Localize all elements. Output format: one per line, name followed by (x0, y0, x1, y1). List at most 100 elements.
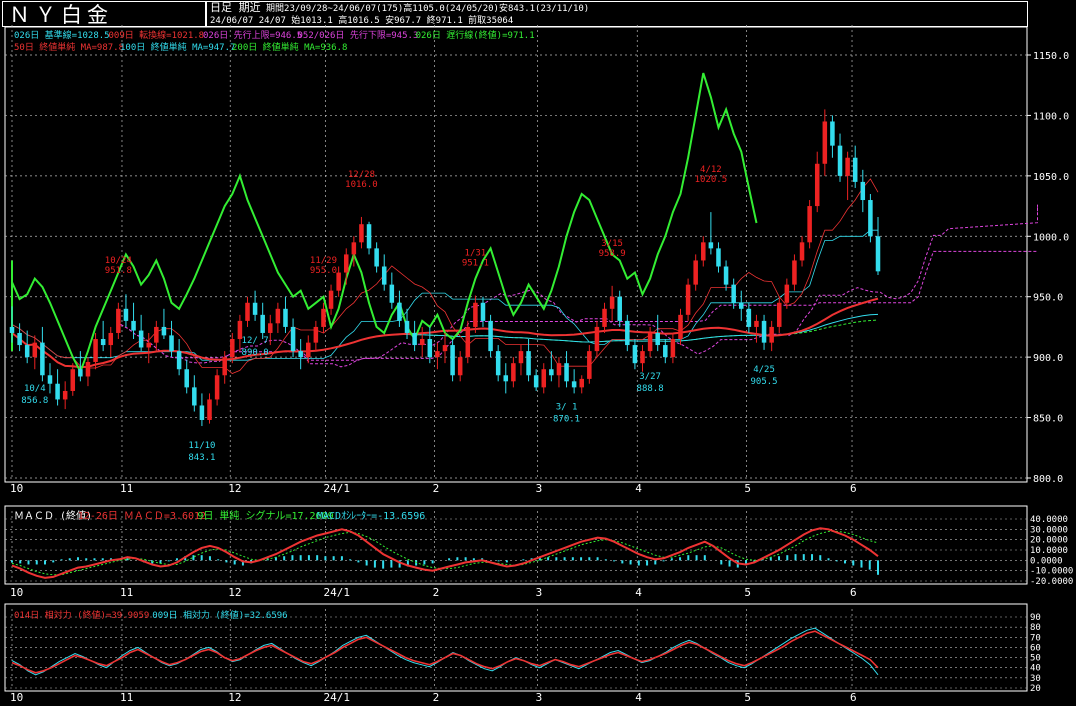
low-price-label: 905.5 (751, 377, 778, 387)
candle-body (663, 345, 668, 358)
info-line-2: 24/06/07 24/07 始1013.1 高1016.5 安967.7 終9… (210, 16, 514, 26)
candle-body (275, 308, 281, 324)
candle-body (116, 308, 121, 333)
x-tick-label: 10 (10, 691, 23, 704)
candle-body (731, 284, 736, 303)
price-tick-label: 800.0 (1033, 474, 1063, 485)
x-tick-label: 10 (10, 586, 23, 599)
candle-body (47, 375, 53, 384)
candle-body (55, 383, 60, 400)
candle-body (533, 375, 539, 388)
candle-body (359, 224, 364, 243)
candle-body (404, 320, 410, 333)
candle-body (678, 314, 683, 340)
candle-body (366, 224, 372, 249)
candle-body (24, 345, 30, 358)
candle-body (708, 242, 714, 249)
macd-tick-label: -20.0000 (1030, 577, 1073, 587)
macd-tick-label: -10.0000 (1030, 567, 1073, 577)
x-tick-label: 2 (433, 586, 440, 599)
candle-body (792, 260, 797, 285)
candle-body (549, 369, 554, 376)
price-tick-label: 1100.0 (1033, 111, 1069, 122)
candle-body (701, 242, 706, 261)
price-tick-label: 900.0 (1033, 353, 1063, 364)
macd-panel-frame (4, 505, 1028, 585)
high-price-label: 955.0 (310, 266, 337, 276)
x-tick-label: 4 (635, 482, 642, 495)
rsi-tick-label: 40 (1030, 664, 1041, 674)
rsi-tick-label: 60 (1030, 643, 1041, 653)
candle-body (822, 121, 828, 164)
legend-item: 052/026日 先行下限=945.3 (298, 29, 419, 41)
candle-body (70, 369, 76, 391)
candle-body (541, 369, 547, 388)
candle-body (321, 308, 326, 327)
legend-item: 026日 基準線=1028.5 (14, 29, 110, 41)
high-date-label: 10/24 (105, 256, 132, 266)
candle-body (131, 320, 136, 331)
x-tick-label: 24/1 (323, 482, 350, 495)
rsi-chart (11, 627, 879, 676)
rsi-tick-label: 30 (1030, 674, 1041, 684)
senkou-span-b-line (120, 250, 1038, 361)
candle-body (746, 308, 752, 327)
candle-body (716, 248, 721, 267)
macd-tick-label: 20.0000 (1030, 536, 1068, 546)
candle-body (761, 320, 767, 343)
high-price-label: 1016.0 (345, 180, 378, 190)
candle-body (511, 363, 516, 382)
legend-item: 026日 遅行線(終値)=971.1 (416, 29, 535, 41)
candle-body (40, 342, 45, 376)
candle-body (85, 361, 91, 377)
high-price-label: 951.8 (105, 266, 132, 276)
price-tick-label: 850.0 (1033, 414, 1063, 425)
x-axis-labels: 10 10 10 11 11 11 12 12 12 24/1 24/1 24/1 2 2 2 3 3 3 4 4 4 5… (10, 482, 857, 704)
x-tick-label: 6 (850, 691, 857, 704)
candle-body (381, 266, 387, 285)
x-tick-label: 2 (433, 691, 440, 704)
macd-signal-line (11, 530, 879, 576)
candle-body (526, 351, 531, 376)
candle-body (594, 326, 600, 352)
candle-body (814, 163, 820, 207)
candle-body (161, 326, 167, 336)
rsi-tick-label: 90 (1030, 613, 1041, 623)
candle-body (222, 357, 227, 376)
macd-legend-item: 12-26日 ＭＡＣＤ=3.6012 (78, 511, 206, 522)
candle-body (830, 121, 835, 146)
high-date-label: 11/29 (310, 256, 337, 266)
rsi-legend-item: 014日 相対力 (終値)=39.9059 (14, 609, 149, 621)
candle-body (427, 339, 433, 358)
candle-body (587, 351, 592, 379)
candle-body (473, 302, 478, 327)
rsi-tick-label: 20 (1030, 684, 1041, 694)
candle-body (769, 326, 774, 343)
price-tick-label: 1000.0 (1033, 232, 1069, 243)
candle-body (723, 266, 729, 285)
high-price-label: 958.9 (599, 249, 626, 259)
candle-body (875, 236, 881, 272)
rsi-tick-label: 50 (1030, 654, 1041, 664)
legend-item: 200日 終値単純 MA=936.8 (232, 41, 347, 53)
x-tick-label: 3 (536, 691, 543, 704)
candle-body (214, 375, 220, 400)
macd-legend-item: MACDｵｼﾚｰﾀｰ=-13.6596 (317, 510, 425, 522)
legend-item: 009日 転換線=1021.8 (109, 29, 205, 41)
candle-body (655, 332, 660, 346)
main-y-axis: 1150.0 1100.0 1050.0 1000.0 950.0 900.0 850.0 8… (1027, 51, 1069, 485)
x-tick-label: 10 (10, 482, 23, 495)
candle-body (146, 342, 151, 348)
macd-tick-label: 10.0000 (1030, 546, 1068, 556)
senkou-span-a-line (120, 204, 1038, 368)
low-date-label: 10/4 (24, 384, 46, 394)
high-date-label: 4/12 (700, 165, 722, 175)
candle-body (298, 351, 303, 358)
candle-body (245, 302, 250, 321)
legend-item: 100日 終値単純 MA=947.7 (120, 41, 235, 53)
x-tick-label: 11 (120, 482, 133, 495)
candle-body (564, 363, 569, 382)
candle-body (868, 200, 873, 237)
macd-line (11, 527, 879, 579)
